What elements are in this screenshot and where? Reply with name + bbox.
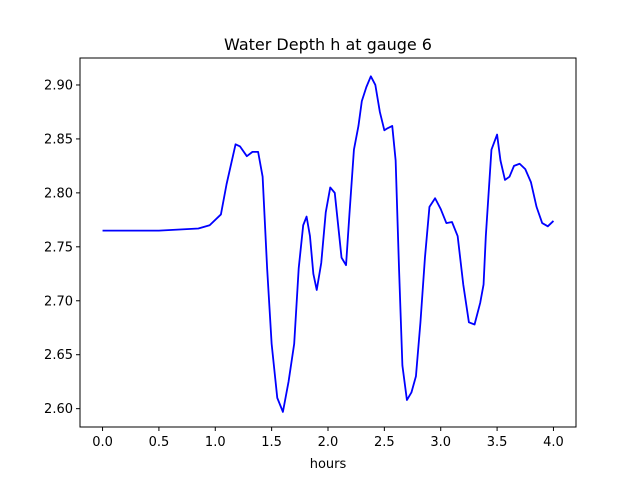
y-tick-label: 2.75	[44, 240, 73, 255]
series-line	[102, 75, 555, 413]
plot-area-frame	[79, 57, 577, 428]
y-tick-label: 2.70	[44, 294, 73, 309]
y-tick-label: 2.80	[44, 186, 73, 201]
x-axis: 0.0 0.5 1.0 1.5 2.0 2.5 3.0 3.5 4.0	[92, 427, 564, 450]
x-tick-label: 3.0	[430, 435, 451, 450]
y-tick-label: 2.65	[44, 348, 73, 363]
x-tick-label: 0.5	[149, 435, 170, 450]
x-tick-label: 2.5	[374, 435, 395, 450]
x-tick-label: 1.5	[261, 435, 282, 450]
x-tick-label: 0.0	[92, 435, 113, 450]
x-tick-label: 4.0	[543, 435, 564, 450]
y-tick-label: 2.60	[44, 402, 73, 417]
x-tick-label: 2.0	[318, 435, 339, 450]
chart-title: Water Depth h at gauge 6	[224, 35, 432, 54]
y-tick-label: 2.90	[44, 78, 73, 93]
x-axis-label: hours	[310, 457, 347, 472]
y-axis: 2.60 2.65 2.70 2.75 2.80 2.85 2.90	[44, 78, 80, 417]
x-tick-label: 1.0	[205, 435, 226, 450]
y-tick-label: 2.85	[44, 132, 73, 147]
x-tick-label: 3.5	[487, 435, 508, 450]
